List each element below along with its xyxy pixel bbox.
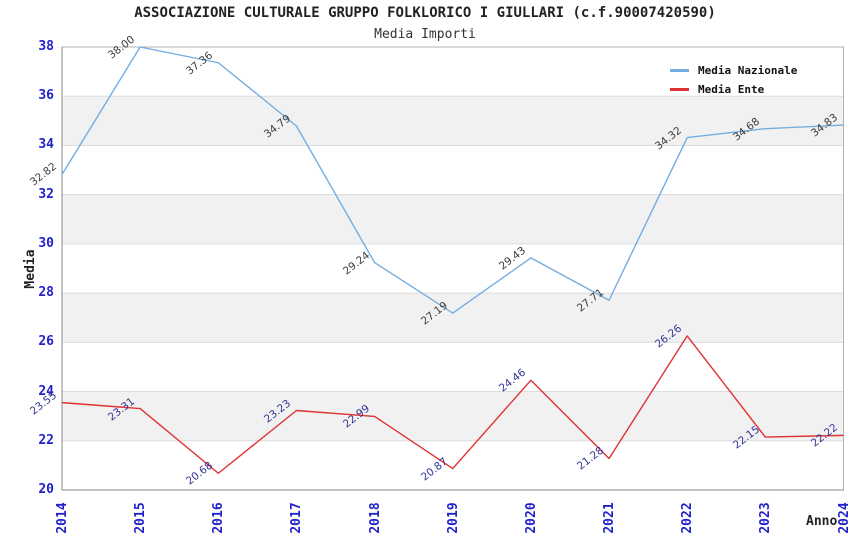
legend: Media Nazionale Media Ente — [670, 56, 797, 99]
legend-label: Media Nazionale — [698, 64, 798, 77]
y-axis-title: Media — [23, 249, 38, 289]
legend-label: Media Ente — [698, 83, 765, 96]
legend-item-media-ente: Media Ente — [670, 80, 797, 99]
chart-subtitle: Media Importi — [374, 27, 476, 42]
grid-band — [62, 194, 844, 244]
legend-line-sample-red — [670, 88, 689, 91]
grid-band — [62, 391, 844, 441]
x-axis-title: Anno — [806, 514, 838, 529]
grid-band — [62, 293, 844, 343]
series-line-media-ente — [61, 335, 844, 474]
legend-item-media-nazionale: Media Nazionale — [670, 61, 797, 80]
grid-band — [62, 96, 844, 146]
series-line-media-nazionale — [61, 46, 844, 314]
legend-line-sample-blue — [670, 69, 689, 72]
chart-title: ASSOCIAZIONE CULTURALE GRUPPO FOLKLORICO… — [134, 5, 716, 21]
